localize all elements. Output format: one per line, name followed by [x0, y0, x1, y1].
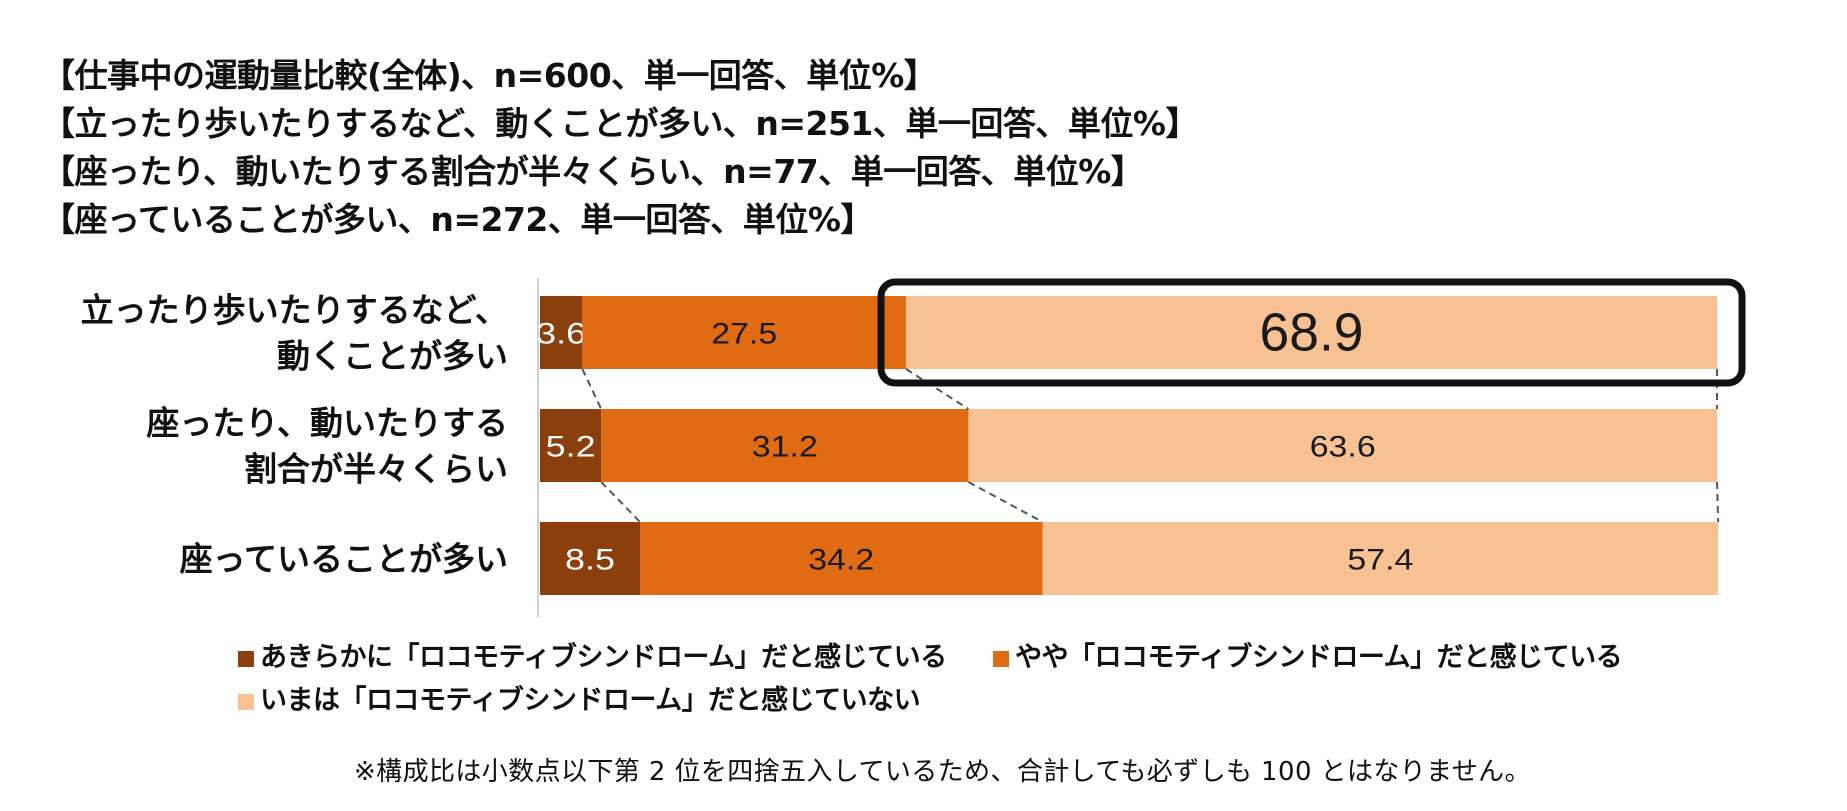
connector-line: [581, 368, 603, 410]
data-label: 68.9: [1260, 303, 1364, 363]
data-label: 63.6: [1310, 431, 1376, 464]
legend-label-not: いまは「ロコモティブシンドローム」だと感じていない: [260, 685, 921, 716]
bar-segment: [540, 409, 602, 482]
chart-title-line-sitting: 【座っていることが多い、n=272、単一回答、単位%】: [42, 200, 873, 239]
chart-title-block: 【仕事中の運動量比較(全体)、n=600、単一回答、単位%】 【立ったり歩いたり…: [42, 52, 1542, 244]
bar-segment: [582, 296, 907, 369]
category-label: 動くことが多い: [277, 337, 508, 376]
legend-label-clearly: あきらかに「ロコモティブシンドローム」だと感じている: [260, 642, 947, 673]
category-label: 立ったり歩いたりするなど、: [81, 291, 508, 330]
legend-swatch-not: [238, 694, 254, 710]
chart-title-line-overall: 【仕事中の運動量比較(全体)、n=600、単一回答、単位%】: [42, 56, 937, 95]
data-label: 8.5: [565, 544, 615, 577]
connector-line: [905, 368, 969, 410]
data-label: 5.2: [546, 431, 596, 464]
data-label: 34.2: [808, 544, 874, 577]
highlight-box: [877, 278, 1746, 387]
connector-line: [1716, 481, 1720, 523]
legend-item-somewhat: やや「ロコモティブシンドローム」だと感じている: [993, 636, 1623, 679]
connector-line: [600, 481, 641, 523]
category-label: 座ったり、動いたりする: [146, 404, 508, 443]
legend-row-2: いまは「ロコモティブシンドローム」だと感じていない: [238, 679, 1638, 722]
connector-line: [967, 481, 1044, 523]
bar-segment: [968, 409, 1717, 482]
chart-title-line-active: 【立ったり歩いたりするなど、動くことが多い、n=251、単一回答、単位%】: [42, 104, 1198, 143]
bar-segment: [1042, 522, 1719, 595]
bar-segment: [601, 409, 969, 482]
bar-segment: [906, 296, 1717, 369]
bar-segment: [540, 522, 641, 595]
legend-swatch-clearly: [238, 651, 254, 667]
legend-item-clearly: あきらかに「ロコモティブシンドローム」だと感じている: [238, 636, 993, 679]
data-label: 3.6: [536, 318, 586, 351]
category-label: 座っていることが多い: [180, 540, 508, 579]
data-label: 57.4: [1347, 544, 1413, 577]
legend-label-somewhat: やや「ロコモティブシンドローム」だと感じている: [1015, 642, 1623, 673]
data-label: 27.5: [711, 318, 777, 351]
legend-swatch-somewhat: [993, 651, 1009, 667]
category-label: 割合が半々くらい: [244, 450, 508, 489]
bar-segment: [640, 522, 1043, 595]
legend-item-not: いまは「ロコモティブシンドローム」だと感じていない: [238, 679, 921, 722]
chart-title-line-half: 【座ったり、動いたりする割合が半々くらい、n=77、単一回答、単位%】: [42, 152, 1144, 191]
footnote: ※構成比は小数点以下第 2 位を四捨五入しているため、合計しても必ずしも 100…: [354, 757, 1531, 787]
legend-row-1: あきらかに「ロコモティブシンドローム」だと感じている やや「ロコモティブシンドロ…: [238, 636, 1638, 679]
bar-segment: [540, 296, 583, 369]
legend: あきらかに「ロコモティブシンドローム」だと感じている やや「ロコモティブシンドロ…: [238, 636, 1638, 722]
data-label: 31.2: [752, 431, 818, 464]
